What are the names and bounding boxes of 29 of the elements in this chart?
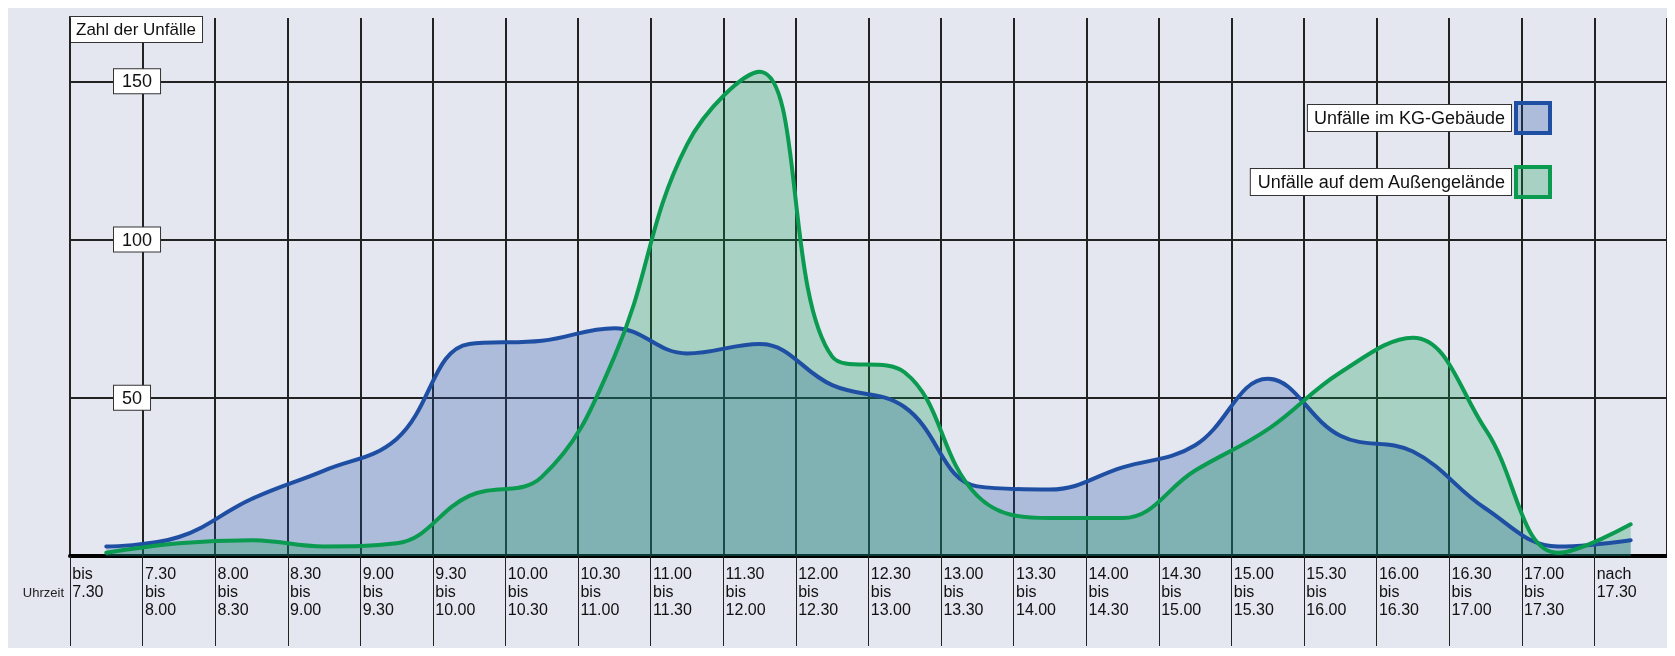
x-tick-label: 7.30 bis 8.00 [144, 564, 177, 618]
x-tick-label: 12.30 bis 13.00 [870, 564, 911, 618]
x-tick-label: 15.30 bis 16.00 [1306, 564, 1347, 618]
legend-label: Unfälle im KG-Gebäude [1313, 108, 1505, 128]
x-tick-label: 13.30 bis 14.00 [1015, 564, 1057, 618]
x-tick-label: 14.30 bis 15.00 [1161, 564, 1202, 618]
x-tick-label: 11.00 bis 11.30 [653, 564, 692, 618]
y-tick-label: 150 [122, 71, 153, 92]
x-tick-label: 13.00 bis 13.30 [943, 564, 984, 618]
x-tick-label: nach 17.30 [1596, 564, 1637, 600]
x-tick-label: 11.30 bis 12.00 [725, 564, 766, 618]
x-tick-label: 12.00 bis 12.30 [798, 564, 839, 618]
y-axis-title: Zahl der Unfälle [76, 20, 197, 39]
x-tick-label: 14.00 bis 14.30 [1088, 564, 1129, 618]
x-tick-label: 8.00 bis 8.30 [217, 564, 249, 618]
x-tick-label: 16.00 bis 16.30 [1378, 564, 1420, 618]
x-tick-label: 8.30 bis 9.00 [290, 564, 322, 618]
x-axis-title: Uhrzeit [22, 585, 65, 600]
y-tick-label: 50 [122, 387, 143, 408]
y-tick-label: 100 [122, 229, 153, 250]
x-tick-label: bis 7.30 [72, 564, 104, 600]
x-tick-label: 16.30 bis 17.00 [1451, 564, 1492, 618]
x-tick-label: 9.00 bis 9.30 [362, 564, 394, 618]
x-tick-label: 15.00 bis 15.30 [1233, 564, 1274, 618]
x-tick-label: 9.30 bis 10.00 [435, 564, 476, 618]
x-tick-label: 10.30 bis 11.00 [580, 564, 621, 618]
legend-label: Unfälle auf dem Außengelände [1257, 172, 1505, 192]
x-tick-label: 10.00 bis 10.30 [507, 564, 548, 618]
x-tick-label: 17.00 bis 17.30 [1524, 564, 1565, 618]
